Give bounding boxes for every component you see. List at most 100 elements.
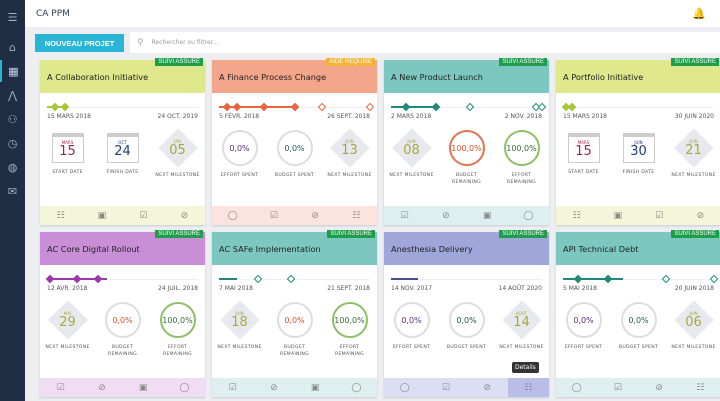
comment-icon[interactable]: ◯ (399, 382, 410, 393)
widget-label: FINISH DATE (622, 170, 655, 175)
milestone-marker[interactable] (72, 274, 82, 284)
clock-icon[interactable]: ◷ (7, 136, 18, 150)
link-icon[interactable]: ⊘ (98, 382, 106, 393)
percent-ring: 0,0% (104, 302, 141, 338)
search-input[interactable]: ⚲ Rechercher ou filtrer... (130, 32, 720, 53)
milestone-marker[interactable] (432, 102, 441, 112)
percent-ring: 0,0% (221, 130, 258, 166)
milestone-marker[interactable] (50, 102, 59, 112)
list-icon[interactable]: ☷ (352, 210, 361, 221)
milestone-marker[interactable] (537, 102, 547, 112)
check-icon[interactable]: ☑ (400, 210, 409, 221)
list-icon[interactable]: ☷ (56, 210, 65, 221)
link-icon[interactable]: ⊘ (696, 210, 705, 221)
comment-icon[interactable]: ◯ (571, 382, 582, 393)
money-icon[interactable]: ▣ (310, 382, 320, 393)
milestone-marker[interactable] (222, 102, 231, 112)
project-card[interactable]: API Technical Debt SUIVI ASSURÉ 5 MAI 20… (556, 230, 720, 397)
link-icon[interactable]: ⊘ (483, 382, 491, 393)
milestone-marker[interactable] (465, 102, 474, 112)
timeline (219, 274, 370, 284)
day: 15 (575, 144, 592, 159)
link-icon[interactable]: ⊘ (655, 382, 663, 393)
list-icon[interactable]: ☷ (507, 378, 549, 397)
roadmap-icon[interactable]: ⋀ (7, 88, 18, 102)
bell-icon[interactable]: 🔔 (692, 7, 706, 20)
project-card[interactable]: AC SAFe Implementation SUIVI ASSURÉ 7 MA… (212, 230, 377, 397)
milestone-diamond: MAI 29 (47, 300, 88, 340)
check-icon[interactable]: ☑ (228, 382, 237, 393)
link-icon[interactable]: ⊘ (442, 210, 450, 221)
money-icon[interactable]: ▣ (613, 210, 623, 221)
comment-icon[interactable]: ◯ (179, 382, 190, 393)
timeline (47, 102, 198, 112)
day: 21 (685, 143, 702, 158)
card-title[interactable]: A Portfolio Initiative (556, 60, 720, 93)
project-card[interactable]: A Finance Process Change AIDE REQUISE 5 … (212, 58, 377, 225)
milestone-marker[interactable] (254, 274, 263, 284)
list-icon[interactable]: ☷ (696, 382, 705, 393)
money-icon[interactable]: ▣ (97, 210, 107, 221)
card-footer: ☑ ⊘ ▣ ◯ (212, 378, 377, 397)
milestone-marker[interactable] (232, 102, 242, 112)
check-icon[interactable]: ☑ (655, 210, 664, 221)
project-card[interactable]: A Collaboration Initiative SUIVI ASSURÉ … (40, 58, 205, 225)
menu-icon[interactable]: ☰ (7, 10, 18, 24)
comment-icon[interactable]: ◯ (523, 210, 534, 221)
home-icon[interactable]: ⌂ (9, 40, 16, 54)
inbox-icon[interactable]: ✉ (7, 184, 18, 198)
start-date: 5 FÉVR. 2018 (219, 113, 260, 120)
project-card[interactable]: AC Core Digital Rollout SUIVI ASSURÉ 12 … (40, 230, 205, 397)
comment-icon[interactable]: ◯ (227, 210, 238, 221)
timeline (45, 274, 198, 284)
app-title: CA PPM (36, 8, 70, 19)
new-project-button[interactable]: NOUVEAU PROJET (35, 34, 124, 52)
link-icon[interactable]: ⊘ (311, 210, 319, 221)
milestone-marker[interactable] (94, 274, 103, 284)
card-footer: ◯ ☑ ⊘ ☷ (384, 378, 549, 397)
globe-icon[interactable]: ◍ (7, 160, 18, 174)
check-icon[interactable]: ☑ (56, 382, 65, 393)
milestone-marker[interactable] (290, 102, 299, 112)
project-card[interactable]: A Portfolio Initiative SUIVI ASSURÉ 15 M… (556, 58, 720, 225)
card-footer: ☑ ⊘ ▣ ◯ (40, 378, 205, 397)
tooltip: Details (512, 362, 539, 373)
check-icon[interactable]: ☑ (139, 210, 148, 221)
milestone-marker[interactable] (60, 102, 70, 112)
milestone-marker[interactable] (709, 274, 719, 284)
milestone-widget: AOÛT 14 NEXT MILESTONE (497, 300, 547, 351)
start-date: 12 AVR. 2018 (47, 285, 88, 292)
milestone-marker[interactable] (567, 102, 577, 112)
check-icon[interactable]: ☑ (269, 210, 278, 221)
milestone-marker[interactable] (604, 274, 613, 284)
milestone-marker[interactable] (661, 274, 670, 284)
dashboard-icon[interactable]: ▦ (0, 60, 25, 82)
milestone-marker[interactable] (573, 274, 583, 284)
day: 14 (513, 315, 530, 330)
milestone-marker[interactable] (45, 274, 55, 284)
milestone-marker[interactable] (401, 102, 411, 112)
widget-label: EFFORT SPENT (564, 345, 603, 350)
milestone-marker[interactable] (260, 102, 269, 112)
milestone-marker[interactable] (287, 274, 296, 284)
percent-ring: 0,0% (565, 302, 602, 338)
milestone-marker[interactable] (365, 102, 375, 112)
list-icon[interactable]: ☷ (572, 210, 581, 221)
check-icon[interactable]: ☑ (613, 382, 622, 393)
timeline (391, 276, 542, 282)
check-icon[interactable]: ☑ (441, 382, 450, 393)
day: 13 (341, 143, 358, 158)
money-icon[interactable]: ▣ (138, 382, 148, 393)
link-icon[interactable]: ⊘ (270, 382, 278, 393)
milestone-marker[interactable] (317, 102, 326, 112)
month: AOÛT (515, 311, 528, 316)
team-icon[interactable]: ⚇ (7, 112, 18, 126)
money-icon[interactable]: ▣ (482, 210, 492, 221)
link-icon[interactable]: ⊘ (180, 210, 189, 221)
comment-icon[interactable]: ◯ (351, 382, 362, 393)
project-card[interactable]: A New Product Launch SUIVI ASSURÉ 2 MARS… (384, 58, 549, 225)
widget-label: NEXT MILESTONE (327, 173, 372, 178)
percent-ring: 0,0% (276, 302, 313, 338)
card-footer: ☷ ▣ ☑ ⊘ (40, 206, 205, 225)
milestone-widget: JUIN 08 NEXT MILESTONE (387, 128, 437, 186)
